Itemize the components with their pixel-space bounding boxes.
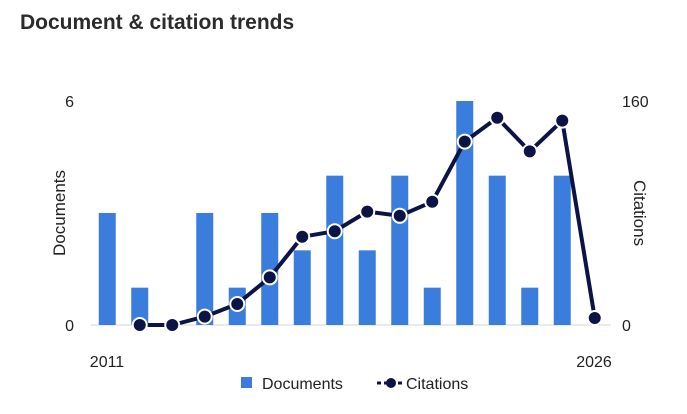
- citations-point-2017[interactable]: [294, 228, 311, 245]
- citations-point-2023[interactable]: [489, 109, 506, 126]
- citations-point-2013[interactable]: [164, 317, 181, 333]
- citations-point-2024[interactable]: [521, 143, 538, 160]
- documents-bar-2018[interactable]: [326, 175, 344, 325]
- citations-point-2021[interactable]: [424, 193, 441, 210]
- y-left-axis-title: Documents: [50, 170, 69, 256]
- legend-documents-swatch: [241, 377, 252, 388]
- documents-bar-2025[interactable]: [553, 175, 571, 325]
- y-right-tick-max: 160: [622, 94, 649, 111]
- legend-item-documents[interactable]: Documents: [241, 376, 343, 393]
- legend-citations-label: Citations: [406, 376, 468, 393]
- citations-point-2019[interactable]: [359, 203, 376, 220]
- x-tick-last: 2026: [576, 354, 612, 371]
- citations-point-2016[interactable]: [261, 269, 278, 286]
- documents-bar-2020[interactable]: [391, 175, 409, 325]
- y-right-axis-title: Citations: [630, 180, 649, 246]
- citations-point-2020[interactable]: [391, 207, 408, 224]
- citations-point-2018[interactable]: [326, 223, 343, 240]
- citations-point-2026[interactable]: [586, 310, 603, 326]
- y-left-tick-max: 6: [65, 94, 74, 111]
- documents-bar-2023[interactable]: [488, 175, 506, 325]
- legend: Documents Citations: [241, 376, 468, 393]
- chart-title: Document & citation trends: [20, 11, 295, 34]
- documents-bars: [98, 101, 571, 325]
- legend-citations-marker: [386, 378, 396, 388]
- documents-bar-2021[interactable]: [423, 287, 441, 325]
- documents-bar-2017[interactable]: [293, 250, 311, 325]
- y-left-tick-min: 0: [65, 318, 74, 335]
- documents-bar-2024[interactable]: [521, 287, 539, 325]
- citations-point-2015[interactable]: [229, 296, 246, 312]
- legend-documents-label: Documents: [262, 376, 343, 393]
- y-right-tick-min: 0: [622, 318, 631, 335]
- citations-point-2025[interactable]: [554, 112, 571, 129]
- citations-point-2012[interactable]: [131, 317, 148, 333]
- x-tick-first: 2011: [90, 354, 125, 371]
- citations-point-2022[interactable]: [456, 133, 473, 150]
- citations-line-layer: [131, 109, 603, 333]
- documents-bar-2011[interactable]: [98, 213, 116, 325]
- documents-bar-2016[interactable]: [261, 213, 279, 325]
- legend-item-citations[interactable]: Citations: [377, 376, 468, 393]
- documents-bar-2014[interactable]: [196, 213, 214, 325]
- documents-bar-2022[interactable]: [456, 101, 474, 325]
- citations-point-2014[interactable]: [196, 308, 213, 325]
- documents-bar-2019[interactable]: [358, 250, 376, 325]
- documents-bar-2012[interactable]: [131, 287, 149, 325]
